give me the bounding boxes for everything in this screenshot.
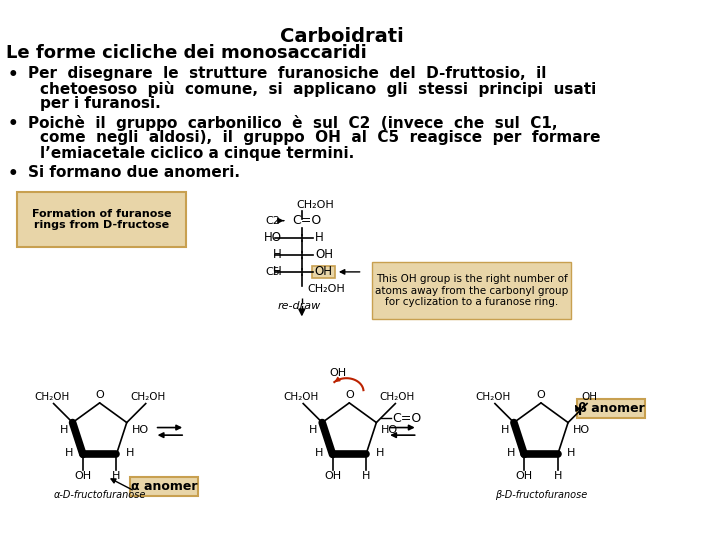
Text: H: H (506, 448, 515, 458)
FancyBboxPatch shape (130, 477, 199, 496)
Text: H: H (60, 425, 68, 435)
Text: CH₂OH: CH₂OH (307, 284, 346, 294)
FancyBboxPatch shape (17, 192, 186, 247)
Text: Le forme cicliche dei monosaccaridi: Le forme cicliche dei monosaccaridi (6, 44, 366, 62)
Text: HO: HO (132, 425, 148, 435)
Text: This OH group is the right number of
atoms away from the carbonyl group
for cycl: This OH group is the right number of ato… (375, 274, 568, 307)
Text: CH₂OH: CH₂OH (34, 392, 69, 402)
Text: come  negli  aldosi),  il  gruppo  OH  al  C5  reagisce  per  formare: come negli aldosi), il gruppo OH al C5 r… (40, 131, 600, 145)
Text: H: H (376, 448, 384, 458)
Text: H: H (362, 471, 370, 482)
Text: H: H (315, 231, 324, 244)
Text: H: H (274, 265, 282, 279)
Text: O: O (536, 390, 545, 400)
Text: OH: OH (516, 471, 533, 482)
Text: α-D-fructofuranose: α-D-fructofuranose (53, 490, 146, 500)
Text: OH: OH (315, 248, 333, 261)
Text: Poichè  il  gruppo  carbonilico  è  sul  C2  (invece  che  sul  C1,: Poichè il gruppo carbonilico è sul C2 (i… (29, 116, 558, 131)
Text: Formation of furanose
rings from D-fructose: Formation of furanose rings from D-fruct… (32, 209, 171, 231)
Text: chetoesoso  più  comune,  si  applicano  gli  stessi  principi  usati: chetoesoso più comune, si applicano gli … (40, 81, 596, 97)
Text: O: O (95, 390, 104, 400)
Text: CH₂OH: CH₂OH (296, 200, 334, 210)
Text: re-draw: re-draw (278, 301, 321, 311)
Text: HO: HO (381, 425, 398, 435)
Text: H: H (126, 448, 134, 458)
Text: •: • (8, 116, 18, 133)
Text: H: H (501, 425, 509, 435)
Text: H: H (274, 248, 282, 261)
Text: •: • (8, 66, 18, 84)
Text: H: H (309, 425, 318, 435)
Text: HO: HO (573, 425, 590, 435)
Text: CH₂OH: CH₂OH (379, 392, 415, 402)
Text: CH₂OH: CH₂OH (475, 392, 510, 402)
Text: Per  disegnare  le  strutture  furanosiche  del  D-fruttosio,  il: Per disegnare le strutture furanosiche d… (29, 66, 547, 81)
Text: H: H (567, 448, 575, 458)
Text: C2: C2 (266, 215, 281, 226)
Text: C=O: C=O (392, 411, 421, 424)
Text: per i furanosi.: per i furanosi. (40, 96, 161, 111)
FancyBboxPatch shape (312, 266, 335, 278)
Text: H: H (65, 448, 73, 458)
Text: OH: OH (581, 392, 597, 402)
Text: Carboidrati: Carboidrati (280, 27, 403, 46)
Text: H: H (112, 471, 120, 482)
Text: C5: C5 (266, 267, 281, 277)
Text: H: H (315, 448, 323, 458)
Text: H: H (554, 471, 562, 482)
Text: OH: OH (329, 368, 346, 378)
Text: β-D-fructofuranose: β-D-fructofuranose (495, 490, 587, 500)
Text: α anomer: α anomer (131, 480, 197, 493)
FancyBboxPatch shape (577, 399, 645, 418)
Text: O: O (345, 390, 354, 400)
Text: OH: OH (324, 471, 341, 482)
Text: OH: OH (74, 471, 91, 482)
Text: C=O: C=O (292, 214, 322, 227)
Text: OH: OH (315, 265, 333, 279)
Text: l’emiacetale ciclico a cinque termini.: l’emiacetale ciclico a cinque termini. (40, 146, 354, 161)
Text: CH₂OH: CH₂OH (130, 392, 166, 402)
Text: CH₂OH: CH₂OH (284, 392, 319, 402)
Text: •: • (8, 165, 18, 183)
Text: HO: HO (264, 231, 282, 244)
Text: β anomer: β anomer (578, 402, 644, 415)
FancyBboxPatch shape (372, 262, 572, 319)
Text: Si formano due anomeri.: Si formano due anomeri. (29, 165, 240, 180)
